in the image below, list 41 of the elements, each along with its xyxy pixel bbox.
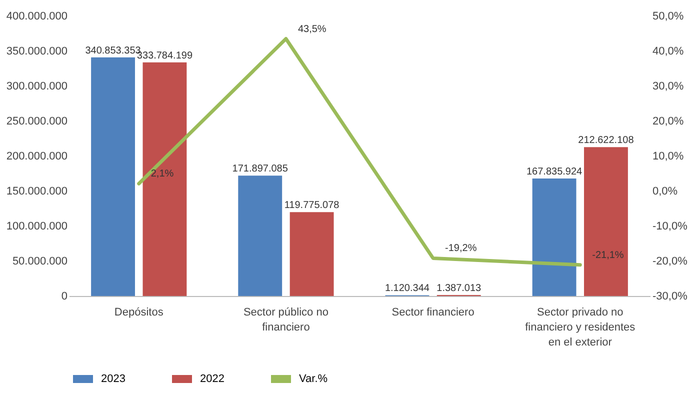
y-tick-label: 350.000.000 xyxy=(6,46,68,58)
y-tick-label: 150.000.000 xyxy=(6,186,68,198)
data-label: -21,1% xyxy=(592,250,624,261)
data-label: -19,2% xyxy=(445,243,477,254)
y2-tick-label: 40,0% xyxy=(652,46,684,58)
x-tick-label: Depósitos xyxy=(114,306,164,318)
bar xyxy=(290,212,334,296)
data-label: 1.387.013 xyxy=(436,283,482,294)
data-label: 119.775.078 xyxy=(284,200,340,212)
y-tick-label: 100.000.000 xyxy=(6,220,68,232)
y-tick-label: 250.000.000 xyxy=(6,116,68,128)
bar xyxy=(142,62,187,296)
bar xyxy=(238,176,282,296)
data-label: 167.835.924 xyxy=(526,166,583,178)
legend-label: Var.% xyxy=(299,373,328,385)
bar xyxy=(532,178,576,296)
y2-tick-label: 0,0% xyxy=(652,186,678,198)
data-label: 171.897.085 xyxy=(232,164,288,175)
bar xyxy=(91,57,135,296)
legend-label: 2023 xyxy=(101,373,126,385)
y2-tick-label: 10,0% xyxy=(652,150,684,162)
y2-tick-label: 30,0% xyxy=(652,80,684,92)
data-label: 43,5% xyxy=(298,24,326,35)
data-label: 2,1% xyxy=(150,168,174,180)
y2-tick-label: -20,0% xyxy=(652,256,688,268)
x-tick-label: Sector público no financiero xyxy=(243,306,328,334)
y-tick-label: 50.000.000 xyxy=(12,256,68,268)
y-tick-label: 300.000.000 xyxy=(6,80,68,92)
x-tick-label: Sector privado no financiero y residentes en el exterior xyxy=(525,306,636,348)
legend-label: 2022 xyxy=(200,373,224,385)
data-label: 1.120.344 xyxy=(384,283,430,294)
y2-tick-label: 50,0% xyxy=(652,10,684,22)
y2-tick-label: 20,0% xyxy=(652,116,684,128)
y2-tick-label: -10,0% xyxy=(652,220,688,232)
y-tick-label: 400.000.000 xyxy=(6,10,68,22)
data-label: 212.622.108 xyxy=(578,135,634,146)
y2-tick-label: -30,0% xyxy=(652,290,688,302)
bar xyxy=(584,147,628,296)
y-tick-label: 0 xyxy=(61,290,68,302)
x-tick-label: Sector financiero xyxy=(392,306,474,318)
y-tick-label: 200.000.000 xyxy=(6,150,68,162)
